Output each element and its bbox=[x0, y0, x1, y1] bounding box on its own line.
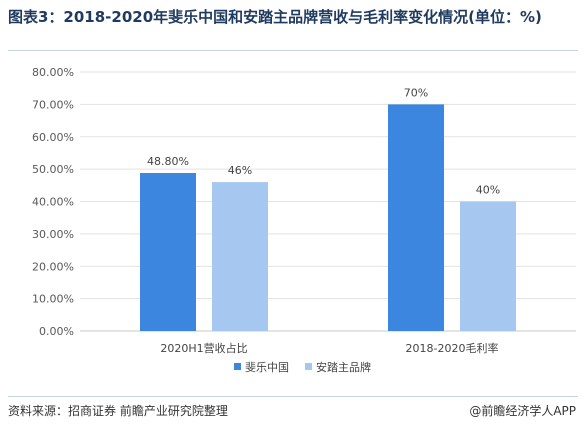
y-tick-label: 70.00% bbox=[32, 98, 74, 111]
title-divider bbox=[8, 50, 578, 51]
y-tick-label: 10.00% bbox=[32, 293, 74, 306]
data-label: 46% bbox=[228, 164, 252, 177]
y-tick-label: 20.00% bbox=[32, 260, 74, 273]
bar-1 bbox=[140, 173, 196, 331]
bar-1 bbox=[388, 104, 444, 331]
legend-label: 斐乐中国 bbox=[245, 361, 289, 374]
y-tick-label: 80.00% bbox=[32, 66, 74, 79]
chart-title: 图表3：2018-2020年斐乐中国和安踏主品牌营收与毛利率变化情况(单位：%) bbox=[8, 8, 542, 26]
data-label: 48.80% bbox=[147, 155, 189, 168]
y-tick-label: 50.00% bbox=[32, 163, 74, 176]
credit-note: @前瞻经济学人APP bbox=[469, 404, 576, 418]
data-label: 70% bbox=[404, 86, 428, 99]
legend-swatch-2 bbox=[305, 363, 312, 370]
bar-2 bbox=[212, 182, 268, 331]
y-tick-label: 40.00% bbox=[32, 196, 74, 209]
source-note: 资料来源：招商证券 前瞻产业研究院整理 bbox=[8, 404, 228, 418]
bar-chart: 0.00% 10.00% 20.00% 30.00% 40.00% 50.00% 60.00… bbox=[32, 66, 576, 374]
legend-swatch-1 bbox=[234, 363, 241, 370]
y-tick-label: 0.00% bbox=[39, 325, 74, 338]
y-tick-label: 60.00% bbox=[32, 131, 74, 144]
legend-label: 安踏主品牌 bbox=[316, 360, 371, 374]
footer-divider bbox=[8, 396, 578, 397]
data-label: 40% bbox=[476, 184, 500, 197]
bar-2 bbox=[460, 201, 516, 331]
y-tick-label: 30.00% bbox=[32, 228, 74, 241]
category-label: 2018-2020毛利率 bbox=[406, 341, 499, 355]
category-label: 2020H1营收占比 bbox=[160, 341, 247, 355]
